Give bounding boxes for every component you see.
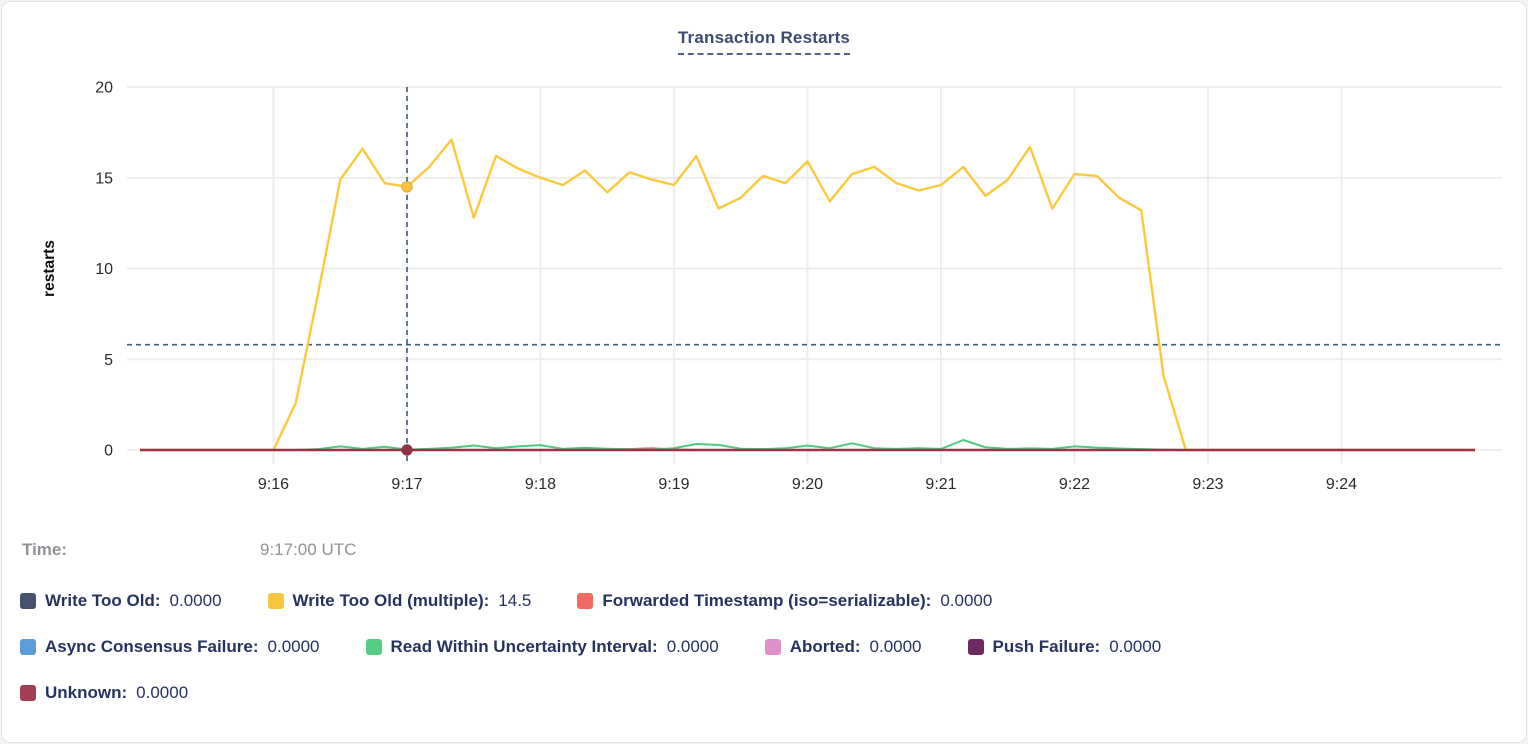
legend-label: Push Failure: [992,637,1101,656]
legend-value: 0.0000 [666,637,719,656]
tooltip-time-value: 9:17:00 UTC [260,540,357,559]
legend-label: Forwarded Timestamp (iso=serializable): [602,591,932,610]
legend-value: 0.0000 [169,591,222,610]
transaction-restarts-chart[interactable]: 0 5 10 15 20 9:16 9:17 9:18 9:19 9:20 9:21 9:22 9:23… [2,2,1527,514]
svg-text:restarts: restarts [41,240,58,297]
legend-swatch [20,685,36,701]
legend-label: Read Within Uncertainty Interval: [390,637,658,656]
svg-text:9:16: 9:16 [258,476,289,493]
legend-value: 0.0000 [940,591,993,610]
legend-item-aborted: Aborted: 0.0000 [764,637,922,657]
legend-label: Async Consensus Failure: [45,637,259,656]
chart-title-text[interactable]: Transaction Restarts [677,28,851,55]
svg-text:9:23: 9:23 [1192,476,1223,493]
legend-item-write-too-old-multiple: Write Too Old (multiple): 14.5 [267,591,532,611]
legend-swatch [967,639,984,655]
svg-text:9:19: 9:19 [658,476,689,493]
legend-item-write-too-old: Write Too Old: 0.0000 [20,591,222,611]
svg-text:9:24: 9:24 [1326,476,1357,493]
legend-item-async-consensus-failure: Async Consensus Failure: 0.0000 [20,637,320,657]
legend-value: 14.5 [498,591,532,610]
legend-label: Write Too Old (multiple): [292,591,490,610]
svg-text:9:18: 9:18 [525,476,556,493]
legend-row-1: Write Too Old: 0.0000 Write Too Old (mul… [20,591,992,611]
legend-value: 0.0000 [869,637,922,656]
legend-swatch [365,639,382,655]
legend-row-2: Async Consensus Failure: 0.0000 Read Wit… [20,637,1161,657]
svg-text:20: 20 [95,80,113,97]
legend-item-forwarded-timestamp: Forwarded Timestamp (iso=serializable): … [577,591,992,611]
legend-row-3: Unknown: 0.0000 [20,683,188,703]
svg-text:9:20: 9:20 [792,476,823,493]
legend-value: 0.0000 [267,637,320,656]
svg-text:15: 15 [95,170,113,187]
legend-swatch [267,593,284,609]
legend-swatch [577,593,594,609]
legend-value: 0.0000 [136,683,189,702]
legend-label: Unknown: [45,683,128,702]
legend-item-unknown: Unknown: 0.0000 [20,683,188,703]
tooltip-time-label: Time: [22,540,68,559]
svg-text:9:17: 9:17 [391,476,422,493]
legend-swatch [764,639,781,655]
legend-label: Write Too Old: [45,591,161,610]
chart-title: Transaction Restarts [2,28,1526,55]
svg-text:9:22: 9:22 [1059,476,1090,493]
svg-text:9:21: 9:21 [925,476,956,493]
legend-swatch [20,639,36,655]
svg-text:10: 10 [95,261,113,278]
svg-text:0: 0 [104,443,113,460]
legend-item-read-within-uncertainty-interval: Read Within Uncertainty Interval: 0.0000 [365,637,719,657]
legend-value: 0.0000 [1109,637,1162,656]
legend-item-push-failure: Push Failure: 0.0000 [967,637,1162,657]
svg-text:5: 5 [104,352,113,369]
legend-swatch [20,593,36,609]
legend-label: Aborted: [789,637,861,656]
